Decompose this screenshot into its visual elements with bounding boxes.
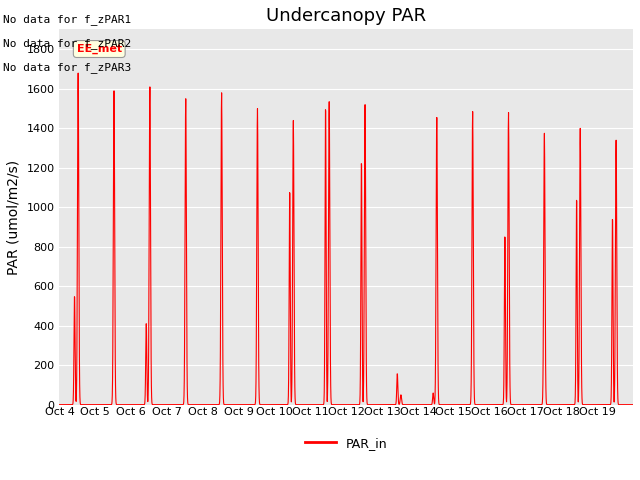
Legend: PAR_in: PAR_in <box>300 432 393 455</box>
Text: EE_met: EE_met <box>77 44 122 54</box>
Title: Undercanopy PAR: Undercanopy PAR <box>266 7 426 25</box>
Text: No data for f_zPAR2: No data for f_zPAR2 <box>3 38 131 49</box>
Text: No data for f_zPAR3: No data for f_zPAR3 <box>3 62 131 73</box>
Text: No data for f_zPAR1: No data for f_zPAR1 <box>3 14 131 25</box>
Y-axis label: PAR (umol/m2/s): PAR (umol/m2/s) <box>7 159 21 275</box>
